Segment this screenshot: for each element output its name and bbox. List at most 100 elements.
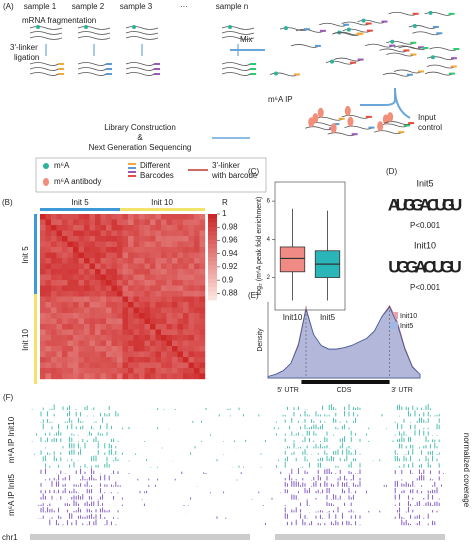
colorbar-tick-label: 0.9 bbox=[222, 275, 234, 284]
heatmap-cell bbox=[111, 280, 118, 286]
heatmap-cell bbox=[95, 241, 101, 248]
heatmap-cell bbox=[199, 307, 206, 314]
heatmap-cell bbox=[51, 269, 57, 275]
heatmap-cell bbox=[51, 214, 57, 220]
heatmap-cell bbox=[51, 280, 57, 286]
heatmap-cell bbox=[172, 225, 178, 231]
heatmap-cell bbox=[144, 340, 151, 347]
heatmap-cell bbox=[78, 285, 85, 292]
heatmap-cell bbox=[139, 335, 145, 341]
heatmap-cell bbox=[100, 280, 107, 286]
heatmap-cell bbox=[40, 291, 46, 297]
heatmap-cell bbox=[161, 340, 167, 347]
heatmap-cell bbox=[183, 214, 189, 220]
heatmap-cell bbox=[155, 329, 162, 336]
heatmap-cell bbox=[106, 247, 112, 253]
heatmap-cell bbox=[177, 236, 184, 242]
heatmap-cell bbox=[155, 362, 162, 369]
heatmap-cell bbox=[84, 252, 90, 259]
heatmap-cell bbox=[122, 225, 129, 231]
heatmap-cell bbox=[155, 285, 162, 292]
heatmap-cell bbox=[133, 340, 140, 347]
heatmap-cell bbox=[106, 335, 112, 341]
heatmap-cell bbox=[177, 263, 184, 270]
heatmap-cell bbox=[40, 269, 46, 275]
heatmap-cell bbox=[111, 214, 118, 220]
heatmap-cell bbox=[117, 362, 123, 369]
heatmap-cell bbox=[188, 313, 195, 319]
heatmap-cell bbox=[122, 307, 129, 314]
heatmap-cell bbox=[84, 368, 90, 374]
heatmap-cell bbox=[161, 230, 167, 237]
heatmap-cell bbox=[133, 258, 140, 264]
heatmap-cell bbox=[150, 291, 156, 297]
heatmap-cell bbox=[177, 340, 184, 347]
heatmap-cell bbox=[89, 340, 96, 347]
heatmap-cell bbox=[172, 362, 178, 369]
heatmap-cell bbox=[177, 351, 184, 358]
heatmap-cell bbox=[51, 307, 57, 314]
heatmap-cell bbox=[199, 247, 206, 253]
heatmap-cell bbox=[106, 368, 112, 374]
heatmap-label: Init 10 bbox=[21, 329, 30, 351]
heatmap-cell bbox=[84, 236, 90, 242]
heatmap-cell bbox=[111, 263, 118, 270]
fragment bbox=[125, 72, 155, 76]
heatmap-cell bbox=[117, 357, 123, 363]
heatmap-cell bbox=[51, 236, 57, 242]
heatmap-cell bbox=[161, 318, 167, 325]
barcode bbox=[106, 73, 112, 75]
heatmap-cell bbox=[194, 307, 200, 314]
heatmap-cell bbox=[199, 335, 206, 341]
heatmap-cell bbox=[188, 329, 195, 336]
barcode bbox=[417, 46, 424, 49]
heatmap-cell bbox=[161, 324, 167, 330]
heatmap-cell bbox=[51, 291, 57, 297]
heatmap-cell bbox=[62, 269, 68, 275]
heatmap-cell bbox=[67, 214, 74, 220]
heatmap-cell bbox=[122, 296, 129, 303]
heatmap-cell bbox=[106, 252, 112, 259]
heatmap-cell bbox=[45, 252, 52, 259]
heatmap-cell bbox=[122, 335, 129, 341]
heatmap-cell bbox=[177, 368, 184, 374]
heatmap-cell bbox=[161, 252, 167, 259]
heatmap-cell bbox=[155, 252, 162, 259]
m6a bbox=[346, 27, 351, 32]
heatmap-cell bbox=[183, 329, 189, 336]
legend-icon bbox=[128, 175, 136, 177]
heatmap-cell bbox=[67, 313, 74, 319]
legend-icon bbox=[43, 163, 49, 169]
heatmap-cell bbox=[188, 346, 195, 352]
heatmap-cell bbox=[89, 247, 96, 253]
motif-letter: G bbox=[440, 257, 453, 276]
heatmap-cell bbox=[89, 291, 96, 297]
heatmap-cell bbox=[150, 241, 156, 248]
heatmap-cell bbox=[161, 313, 167, 319]
heatmap-cell bbox=[40, 258, 46, 264]
heatmap-cell bbox=[122, 285, 129, 292]
heatmap-cell bbox=[117, 258, 123, 264]
heatmap-cell bbox=[100, 291, 107, 297]
heatmap-cell bbox=[144, 280, 151, 286]
heatmap-cell bbox=[78, 357, 85, 363]
barcode bbox=[410, 53, 417, 56]
heatmap-cell bbox=[155, 302, 162, 308]
colorbar bbox=[208, 244, 217, 249]
heatmap-cell bbox=[150, 318, 156, 325]
heatmap-cell bbox=[40, 285, 46, 292]
heatmap-cell bbox=[128, 291, 134, 297]
heatmap-cell bbox=[117, 285, 123, 292]
heatmap-cell bbox=[111, 313, 118, 319]
heatmap-cell bbox=[133, 307, 140, 314]
heatmap-cell bbox=[73, 346, 79, 352]
heatmap-cell bbox=[45, 340, 52, 347]
heatmap-cell bbox=[84, 307, 90, 314]
heatmap-cell bbox=[172, 324, 178, 330]
heatmap-cell bbox=[111, 269, 118, 275]
heatmap-cell bbox=[78, 340, 85, 347]
heatmap-cell bbox=[133, 351, 140, 358]
heatmap-cell bbox=[128, 274, 134, 281]
heatmap-cell bbox=[183, 225, 189, 231]
heatmap-cell bbox=[117, 252, 123, 259]
